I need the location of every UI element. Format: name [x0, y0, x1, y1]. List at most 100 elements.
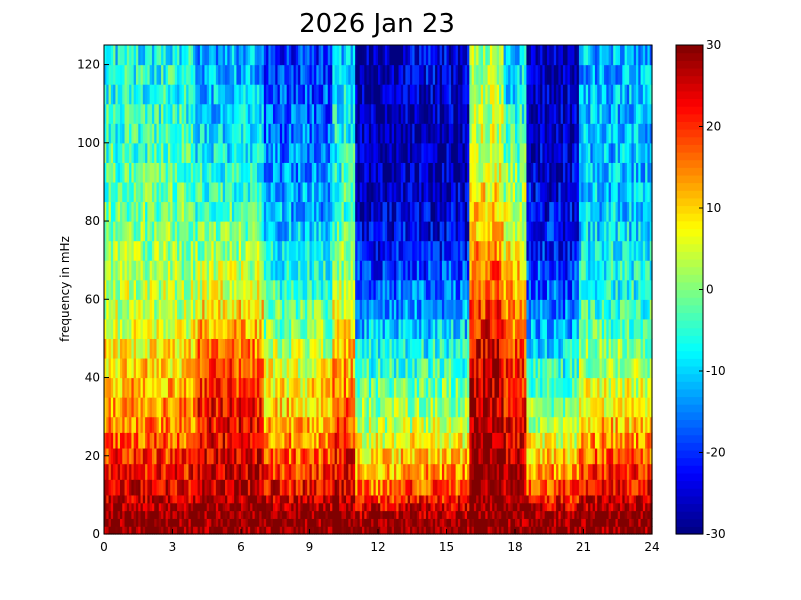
heatmap-cell — [231, 221, 235, 242]
heatmap-cell — [384, 103, 388, 124]
heatmap-cell — [467, 338, 470, 359]
heatmap-cell — [220, 338, 224, 359]
heatmap-cell — [375, 123, 379, 144]
heatmap-cell — [243, 279, 247, 300]
heatmap-cell — [473, 518, 477, 527]
heatmap-cell — [247, 357, 251, 379]
heatmap-cell — [241, 260, 244, 281]
heatmap-cell — [225, 432, 228, 449]
heatmap-cell — [407, 447, 411, 465]
heatmap-cell — [478, 45, 482, 66]
heatmap-cell — [222, 123, 226, 144]
heatmap-cell — [430, 221, 434, 242]
heatmap-cell — [302, 260, 306, 281]
heatmap-cell — [113, 377, 117, 398]
heatmap-cell — [163, 357, 167, 379]
heatmap-cell — [295, 45, 299, 66]
heatmap-cell — [149, 526, 153, 535]
heatmap-cell — [209, 502, 212, 512]
heatmap-cell — [435, 142, 438, 163]
heatmap-cell — [485, 432, 489, 449]
heatmap-cell — [467, 221, 470, 242]
heatmap-cell — [282, 318, 285, 339]
heatmap-cell — [165, 479, 169, 496]
heatmap-cell — [165, 240, 169, 261]
heatmap-cell — [149, 338, 153, 359]
heatmap-cell — [188, 338, 192, 359]
heatmap-cell — [163, 181, 167, 203]
heatmap-cell — [403, 510, 406, 519]
heatmap-cell — [202, 510, 206, 519]
heatmap-cell — [387, 299, 391, 320]
heatmap-cell — [348, 103, 352, 124]
heatmap-cell — [104, 416, 107, 433]
heatmap-cell — [304, 162, 308, 183]
heatmap-cell — [167, 494, 171, 504]
heatmap-cell — [382, 162, 386, 183]
heatmap-cell — [396, 510, 400, 519]
heatmap-cell — [457, 45, 461, 66]
heatmap-cell — [432, 260, 436, 281]
heatmap-cell — [309, 526, 313, 535]
heatmap-cell — [412, 181, 416, 203]
heatmap-cell — [158, 494, 162, 504]
heatmap-cell — [142, 479, 146, 496]
heatmap-cell — [158, 123, 162, 144]
heatmap-cell — [471, 479, 475, 496]
heatmap-cell — [368, 181, 372, 203]
heatmap-cell — [117, 416, 121, 433]
heatmap-cell — [327, 240, 331, 261]
heatmap-cell — [238, 299, 242, 320]
heatmap-cell — [131, 181, 135, 203]
heatmap-cell — [398, 84, 402, 105]
heatmap-cell — [135, 260, 139, 281]
heatmap-cell — [186, 479, 190, 496]
heatmap-cell — [142, 502, 146, 512]
heatmap-cell — [227, 416, 231, 433]
heatmap-cell — [300, 432, 304, 449]
heatmap-cell — [186, 463, 190, 480]
heatmap-cell — [478, 142, 482, 163]
heatmap-cell — [469, 45, 473, 66]
heatmap-cell — [261, 518, 265, 527]
heatmap-cell — [188, 447, 192, 465]
heatmap-cell — [453, 510, 457, 519]
heatmap-cell — [325, 416, 329, 433]
heatmap-cell — [455, 494, 459, 504]
heatmap-cell — [298, 338, 301, 359]
heatmap-cell — [382, 357, 386, 379]
heatmap-cell — [181, 416, 185, 433]
heatmap-cell — [487, 64, 491, 85]
heatmap-cell — [453, 181, 457, 203]
heatmap-cell — [241, 318, 244, 339]
heatmap-cell — [286, 416, 290, 433]
heatmap-cell — [170, 432, 174, 449]
heatmap-cell — [225, 103, 228, 124]
heatmap-cell — [421, 123, 425, 144]
heatmap-cell — [275, 518, 279, 527]
heatmap-cell — [451, 494, 454, 504]
heatmap-cell — [106, 162, 110, 183]
heatmap-cell — [483, 518, 486, 527]
heatmap-cell — [218, 260, 222, 281]
heatmap-cell — [113, 64, 117, 85]
heatmap-cell — [145, 279, 148, 300]
heatmap-cell — [225, 162, 228, 183]
heatmap-cell — [451, 377, 454, 398]
heatmap-cell — [405, 397, 409, 418]
heatmap-cell — [165, 318, 169, 339]
heatmap-cell — [218, 240, 222, 261]
heatmap-cell — [391, 447, 395, 465]
heatmap-cell — [147, 338, 151, 359]
heatmap-cell — [209, 518, 212, 527]
heatmap-cell — [314, 142, 317, 163]
heatmap-cell — [204, 201, 208, 222]
heatmap-cell — [263, 64, 267, 85]
heatmap-cell — [252, 357, 256, 379]
heatmap-cell — [135, 162, 139, 183]
heatmap-cell — [334, 240, 338, 261]
heatmap-cell — [359, 240, 363, 261]
heatmap-cell — [211, 526, 215, 535]
heatmap-cell — [211, 103, 215, 124]
heatmap-cell — [432, 479, 436, 496]
